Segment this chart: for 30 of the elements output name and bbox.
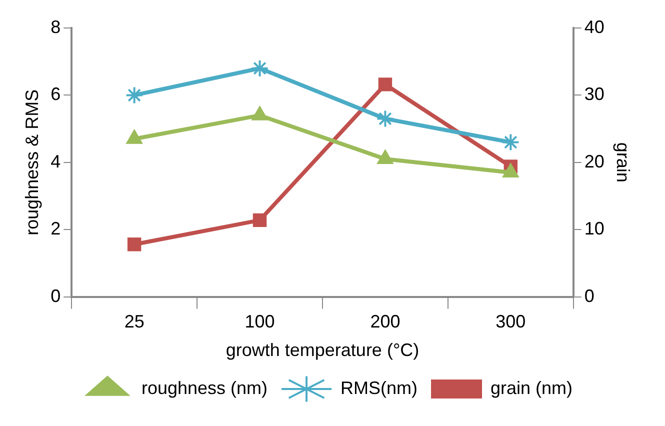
y2-axis-title: grain [613, 142, 634, 182]
point [252, 213, 267, 228]
point [376, 110, 394, 128]
legend-label: grain (nm) [490, 378, 573, 398]
x-tick-label: 200 [370, 312, 400, 332]
y-tick-label: 4 [50, 151, 61, 172]
y-tick-label: 8 [50, 16, 61, 37]
point [125, 86, 144, 104]
y-tick-label: 0 [50, 286, 61, 306]
y-tick-label: 2 [50, 218, 61, 239]
point [126, 129, 143, 144]
point [502, 162, 519, 178]
y-axis-title: roughness & RMS [22, 89, 42, 236]
point [250, 59, 269, 78]
point [378, 78, 392, 92]
x-axis-title: growth temperature (°C) [226, 340, 420, 360]
point [376, 150, 394, 164]
y2-tick-label: 30 [584, 84, 604, 104]
point [127, 238, 142, 252]
y2-tick-label: 20 [584, 151, 604, 172]
y-tick-label: 6 [50, 84, 61, 104]
x-tick-label: 300 [496, 312, 526, 332]
y2-tick-label: 0 [584, 286, 594, 306]
x-tick-label: 100 [244, 312, 275, 332]
point [251, 106, 268, 120]
y2-tick-label: 10 [584, 218, 604, 239]
legend-label: RMS(nm) [340, 378, 418, 398]
y2-tick-label: 40 [584, 16, 604, 37]
x-tick-label: 25 [124, 312, 144, 332]
legend-label: roughness (nm) [141, 378, 268, 398]
